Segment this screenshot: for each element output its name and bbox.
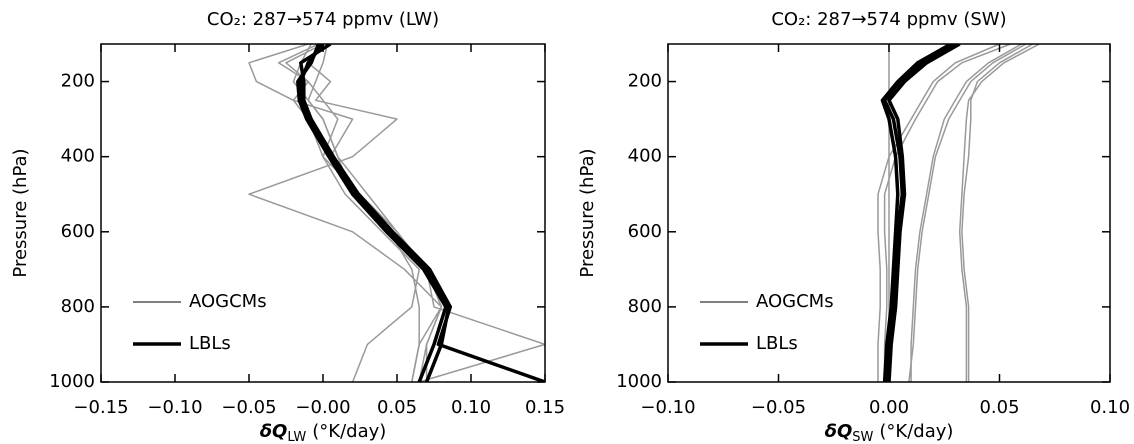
chart-title: CO₂: 287→574 ppmv (SW) (771, 9, 1006, 30)
chart-title: CO₂: 287→574 ppmv (LW) (207, 9, 439, 30)
x-tick-label: −0.00 (295, 397, 350, 418)
y-tick-label: 600 (61, 221, 95, 242)
profile-line (882, 44, 957, 382)
profile-line (248, 44, 443, 382)
x-label-symbol: δQ (260, 421, 288, 442)
x-label-symbol: δQ (825, 421, 853, 442)
y-tick-label: 600 (628, 221, 662, 242)
profile-line (296, 44, 448, 382)
x-tick-label: 0.10 (1090, 397, 1130, 418)
x-tick-label: 0.05 (979, 397, 1019, 418)
y-tick-label: 200 (61, 71, 95, 92)
x-tick-label: −0.10 (640, 397, 695, 418)
x-tick-label: −0.15 (73, 397, 128, 418)
x-tick-label: 0.10 (451, 397, 491, 418)
profile-line (883, 44, 1011, 382)
profile-line (910, 44, 1022, 382)
profile-line (248, 44, 443, 382)
profile-line (880, 44, 952, 382)
x-tick-label: −0.10 (147, 397, 202, 418)
x-label-unit: (°K/day) (312, 421, 386, 442)
profile-line (958, 44, 1040, 382)
x-tick-label: 0.15 (525, 397, 565, 418)
profile-line (877, 44, 1000, 382)
legend-label: LBLs (756, 333, 798, 354)
x-tick-label: −0.05 (751, 397, 806, 418)
profile-line (908, 44, 1027, 382)
y-tick-label: 1000 (616, 371, 662, 392)
x-tick-label: 0.00 (869, 397, 909, 418)
profile-line (292, 44, 420, 382)
y-tick-label: 800 (628, 296, 662, 317)
x-axis-label: δQLW (°K/day) (260, 421, 387, 444)
legend-label: AOGCMs (189, 291, 267, 312)
profile-line (887, 44, 961, 382)
profile-line (299, 44, 545, 382)
x-tick-label: 0.05 (377, 397, 417, 418)
profile-line (307, 44, 545, 382)
x-label-unit: (°K/day) (879, 421, 953, 442)
panel: CO₂: 287→574 ppmv (LW) −0.15 −0.10 −0.05 −0.… (10, 9, 565, 444)
legend-label: LBLs (189, 333, 231, 354)
y-tick-label: 800 (61, 296, 95, 317)
y-tick-label: 1000 (49, 371, 95, 392)
x-tick-label: −0.05 (221, 397, 276, 418)
plot-frame (100, 43, 546, 383)
y-axis-label: Pressure (hPa) (10, 148, 31, 277)
x-label-sub: SW (852, 430, 873, 444)
y-tick-label: 200 (628, 71, 662, 92)
x-axis-label: δQSW (°K/day) (825, 421, 954, 444)
y-tick-label: 400 (628, 146, 662, 167)
panel: CO₂: 287→574 ppmv (SW) −0.10 −0.05 0.00 0.05… (577, 9, 1130, 444)
legend-label: AOGCMs (756, 291, 834, 312)
y-tick-label: 400 (61, 146, 95, 167)
y-axis-label: Pressure (hPa) (577, 148, 598, 277)
x-label-sub: LW (287, 430, 306, 444)
profile-line (961, 44, 1034, 382)
